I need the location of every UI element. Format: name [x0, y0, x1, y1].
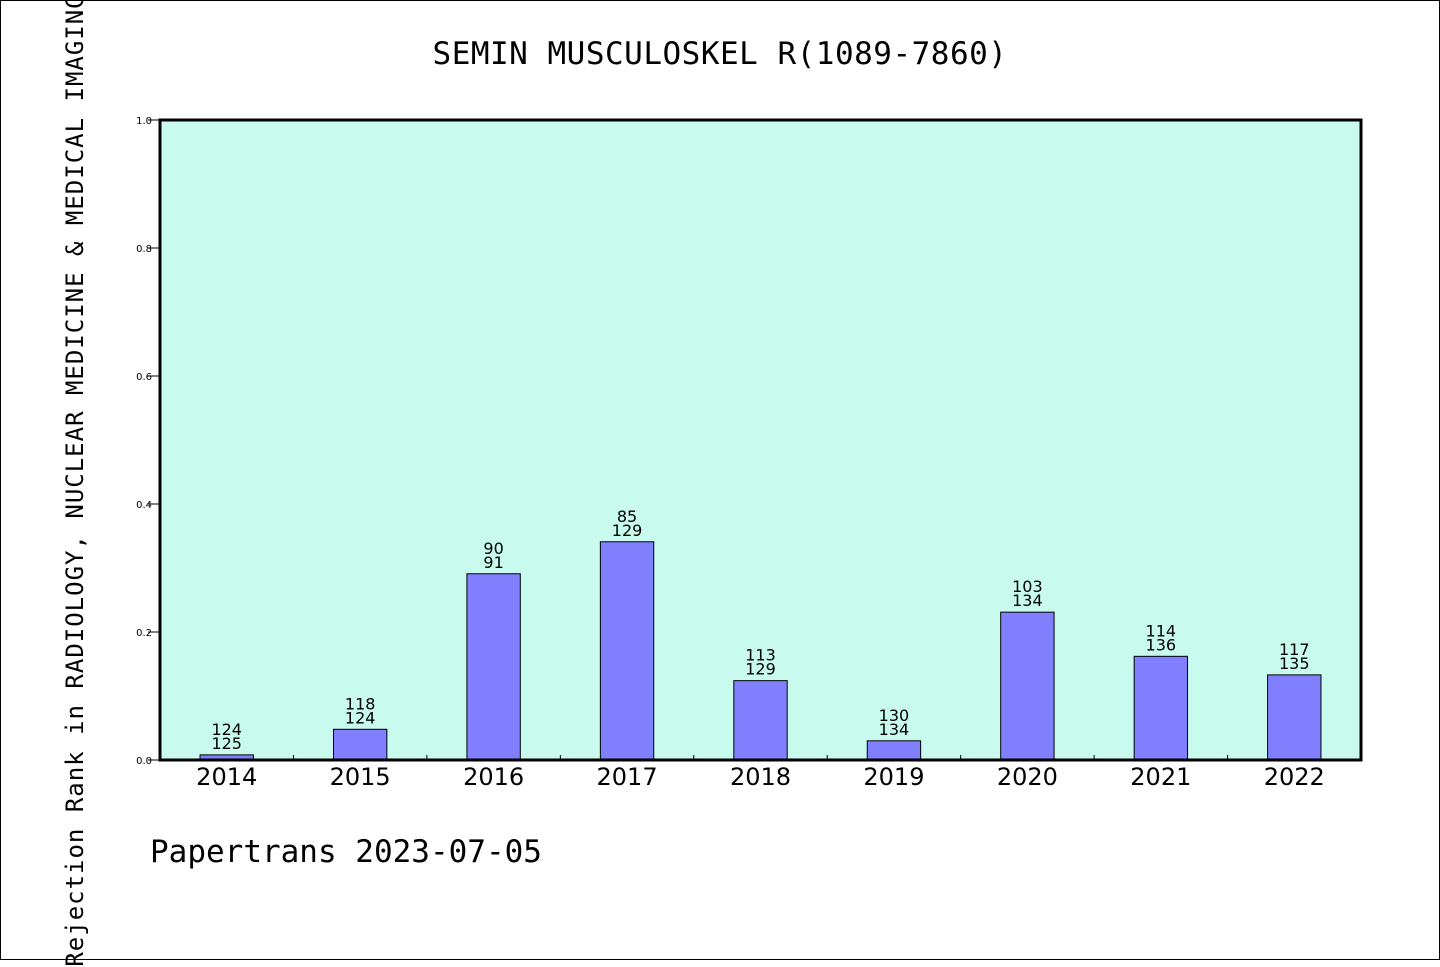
bar-series: [199, 541, 1322, 761]
x-tick-label: 2016: [463, 763, 524, 791]
data-label-bottom: 129: [745, 660, 776, 679]
bar: [1133, 655, 1189, 761]
data-label-bottom: 135: [1279, 654, 1310, 673]
x-axis-ticks: 2014 2015 2016 2017 2018 2019 2020 2021 2022: [196, 755, 1325, 791]
x-tick-label: 2014: [196, 763, 257, 791]
data-label-top: 114: [1146, 621, 1177, 640]
bar: [1000, 611, 1055, 761]
bar: [733, 680, 788, 761]
x-tick-label: 2015: [330, 763, 391, 791]
y-tick-label: 0.8: [136, 244, 152, 255]
bar: [599, 541, 655, 761]
data-label-top: 103: [1012, 577, 1043, 596]
plot-area: [160, 120, 1361, 760]
y-tick-label: 1.0: [136, 116, 152, 127]
data-label-bottom: 136: [1146, 635, 1177, 654]
data-label-bottom: 134: [879, 720, 910, 739]
x-tick-label: 2019: [863, 763, 924, 791]
data-label-top: 113: [745, 646, 776, 665]
x-tick-label: 2021: [1130, 763, 1191, 791]
bar: [866, 740, 922, 761]
bar: [332, 728, 388, 761]
data-label-bottom: 91: [483, 553, 503, 572]
bar: [466, 573, 521, 761]
y-tick-label: 0.4: [136, 500, 152, 511]
data-label-bottom: 134: [1012, 591, 1043, 610]
data-label-top: 85: [617, 507, 637, 526]
data-label-bottom: 124: [345, 708, 376, 727]
y-tick-label: 0.2: [136, 628, 152, 639]
x-tick-label: 2020: [997, 763, 1058, 791]
data-label-top: 118: [345, 694, 376, 713]
y-tick-label: 0.6: [136, 372, 152, 383]
data-label-bottom: 129: [612, 521, 643, 540]
x-tick-label: 2017: [597, 763, 658, 791]
data-label-top: 90: [483, 539, 503, 558]
data-label-top: 130: [879, 706, 910, 725]
footer-text: Papertrans 2023-07-05: [150, 834, 542, 870]
plot-border: [158, 118, 1363, 762]
y-tick-label: 0.0: [136, 756, 152, 767]
data-label-top: 117: [1279, 640, 1310, 659]
x-tick-label: 2022: [1264, 763, 1325, 791]
bar: [1267, 674, 1322, 761]
chart-title: SEMIN MUSCULOSKEL R(1089-7860): [432, 36, 1008, 72]
data-label-top: 124: [211, 720, 242, 739]
data-labels: 1241251181249091851291131291301341031341…: [211, 507, 1309, 753]
y-axis-ticks: 0.0 0.2 0.4 0.6 0.8 1.0: [136, 116, 160, 767]
data-label-bottom: 125: [211, 734, 242, 753]
x-tick-label: 2018: [730, 763, 791, 791]
